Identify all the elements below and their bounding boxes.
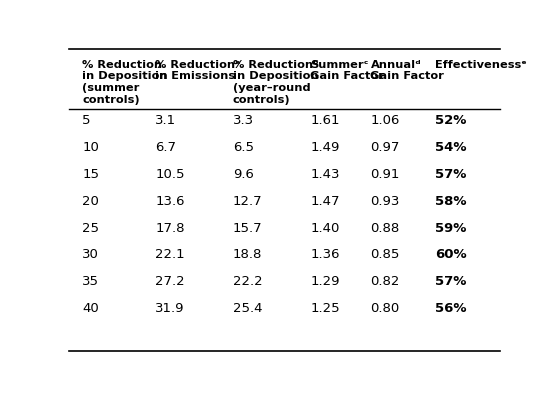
Text: 1.49: 1.49 (310, 141, 340, 154)
Text: 0.93: 0.93 (371, 195, 400, 208)
Text: Annualᵈ
Gain Factor: Annualᵈ Gain Factor (371, 60, 445, 81)
Text: 1.40: 1.40 (310, 221, 340, 234)
Text: 10: 10 (82, 141, 99, 154)
Text: 30: 30 (82, 248, 99, 261)
Text: 9.6: 9.6 (233, 168, 254, 181)
Text: 1.29: 1.29 (310, 275, 340, 288)
Text: 27.2: 27.2 (155, 275, 185, 288)
Text: 35: 35 (82, 275, 99, 288)
Text: 1.61: 1.61 (310, 114, 340, 127)
Text: 13.6: 13.6 (155, 195, 185, 208)
Text: 17.8: 17.8 (155, 221, 185, 234)
Text: 0.97: 0.97 (371, 141, 400, 154)
Text: 58%: 58% (435, 195, 467, 208)
Text: 31.9: 31.9 (155, 302, 185, 315)
Text: 52%: 52% (435, 114, 466, 127)
Text: 20: 20 (82, 195, 99, 208)
Text: 10.5: 10.5 (155, 168, 185, 181)
Text: 1.06: 1.06 (371, 114, 400, 127)
Text: 22.1: 22.1 (155, 248, 185, 261)
Text: 0.82: 0.82 (371, 275, 400, 288)
Text: 1.47: 1.47 (310, 195, 340, 208)
Text: 0.88: 0.88 (371, 221, 400, 234)
Text: 18.8: 18.8 (233, 248, 262, 261)
Text: 40: 40 (82, 302, 99, 315)
Text: 3.3: 3.3 (233, 114, 254, 127)
Text: 1.25: 1.25 (310, 302, 340, 315)
Text: 54%: 54% (435, 141, 467, 154)
Text: 12.7: 12.7 (233, 195, 263, 208)
Text: 6.5: 6.5 (233, 141, 254, 154)
Text: Effectivenessᵉ: Effectivenessᵉ (435, 60, 527, 70)
Text: 15.7: 15.7 (233, 221, 263, 234)
Text: 25.4: 25.4 (233, 302, 263, 315)
Text: 60%: 60% (435, 248, 467, 261)
Text: Summerᶜ
Gain Factor: Summerᶜ Gain Factor (310, 60, 384, 81)
Text: 59%: 59% (435, 221, 466, 234)
Text: 25: 25 (82, 221, 99, 234)
Text: 0.85: 0.85 (371, 248, 400, 261)
Text: 15: 15 (82, 168, 99, 181)
Text: % Reductionᵃ
in Emissions: % Reductionᵃ in Emissions (155, 60, 241, 81)
Text: % Reductionᵇ
in Deposition
(year–round
controls): % Reductionᵇ in Deposition (year–round c… (233, 60, 319, 105)
Text: 0.80: 0.80 (371, 302, 400, 315)
Text: 5: 5 (82, 114, 91, 127)
Text: 6.7: 6.7 (155, 141, 176, 154)
Text: 22.2: 22.2 (233, 275, 263, 288)
Text: 1.43: 1.43 (310, 168, 340, 181)
Text: 57%: 57% (435, 168, 466, 181)
Text: 57%: 57% (435, 275, 466, 288)
Text: 0.91: 0.91 (371, 168, 400, 181)
Text: 1.36: 1.36 (310, 248, 340, 261)
Text: 3.1: 3.1 (155, 114, 176, 127)
Text: % Reduction
in Deposition
(summer
controls): % Reduction in Deposition (summer contro… (82, 60, 168, 105)
Text: 56%: 56% (435, 302, 467, 315)
